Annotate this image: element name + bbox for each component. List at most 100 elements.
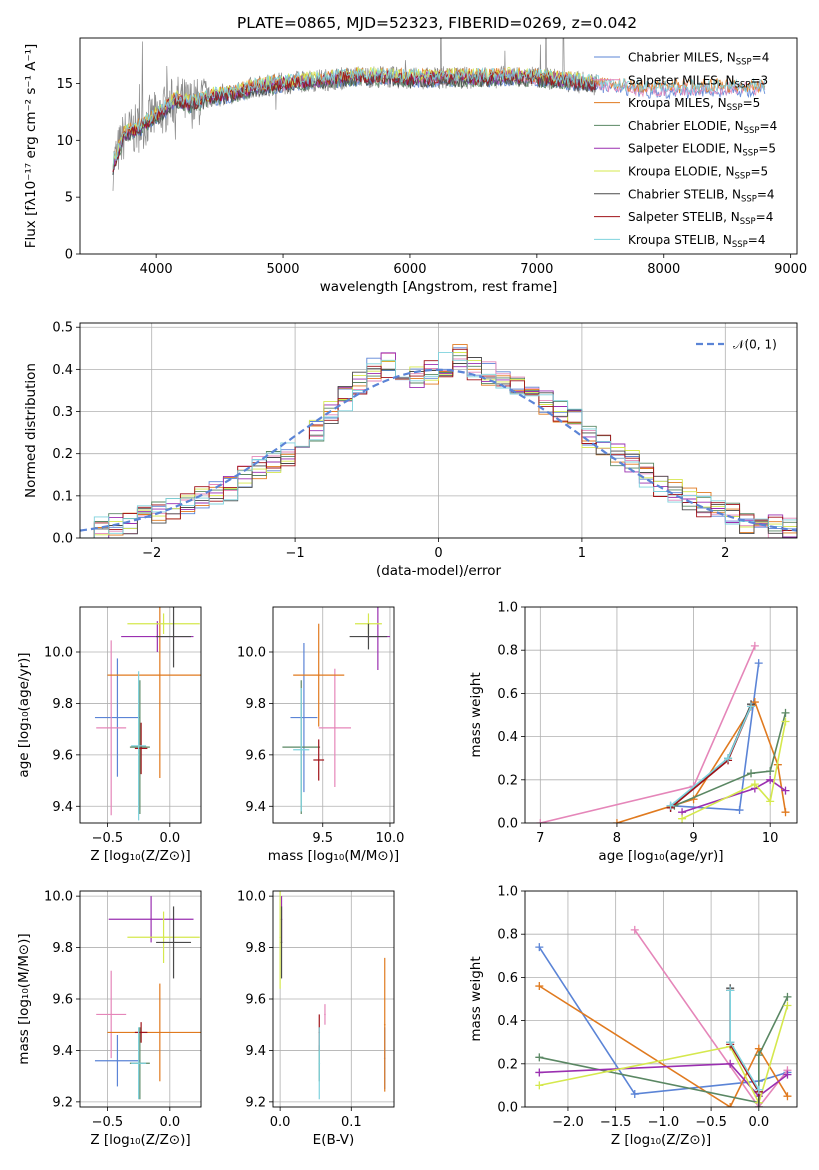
weight-marker-kroupa-elodie [678,814,687,823]
data-point-kroupa-stelib [300,748,303,751]
y-tick-label: 0.3 [52,405,73,420]
legend-subscript: SSP [744,126,760,136]
data-point-salpeter-miles [324,1013,326,1016]
axes-frame [79,37,798,255]
y-tick-label: 10.0 [44,646,73,661]
x-tick-label: 7 [536,831,544,846]
weight-marker-kroupa-elodie [781,717,790,726]
panel-age-vs-Z: −0.5 0.0 9.4 9.6 9.8 10.0 Z [log₁₀(Z/Z⊙)] age [… [16,606,202,864]
y-tick-label: 1.0 [497,885,518,900]
weight-marker-chabrier-elodie [783,992,792,1001]
weight-marker-chabrier-stelib [754,1103,763,1107]
data-point-chabrier-stelib [367,635,370,638]
y-tick-label: 1.0 [497,601,518,616]
axes-frame [272,890,395,1108]
y-tick-label: 9.4 [245,800,266,815]
data-point-chabrier-miles [303,716,305,719]
weight-marker-salpeter-elodie [535,1068,544,1077]
legend-subscript: SSP [735,172,751,182]
y-tick-label: 9.4 [245,1044,266,1059]
weight-marker-salpeter-miles [630,925,639,934]
axes-frame [524,606,798,824]
y-tick-label: 0.8 [497,928,518,943]
y-tick-label: 0.2 [52,447,73,462]
x-tick-label: 0.0 [270,1115,291,1130]
legend-subscript: SSP [741,194,757,204]
data-point-salpeter-elodie [150,918,152,921]
weight-line-chabrier-stelib [729,988,760,1107]
weight-marker-salpeter-miles [750,641,759,650]
x-tick-label: 9 [689,831,697,846]
x-tick-label: 10 [762,831,779,846]
x-tick-label: −1.5 [600,1115,632,1130]
legend-label-chabrier-stelib: Chabrier STELIB, NSSP=4 [628,187,775,204]
legend-label-kroupa-stelib: Kroupa STELIB, NSSP=4 [628,233,766,250]
panel-weight-vs-age: 7 8 9 10 0.0 0.2 0.4 0.6 0.8 1.0 age [log₁₀(age/yr… [468,601,798,864]
x-tick-label: 8000 [647,262,680,277]
data-point-salpeter-stelib [140,747,142,750]
normal-curve [80,368,797,532]
data-point-salpeter-miles [110,727,112,729]
axes-frame [524,890,798,1108]
y-tick-label: 5 [65,191,73,206]
y-tick-label: 9.6 [52,748,73,763]
y-tick-label: 0.2 [497,1057,518,1072]
legend-label-chabrier-elodie: Chabrier ELODIE, NSSP=4 [628,119,777,136]
plot-area [80,323,797,538]
legend-subscript: SSP [740,217,756,227]
axes-frame [79,322,798,539]
weight-line-kroupa-elodie [539,1005,789,1105]
weight-marker-chabrier-elodie [535,1053,544,1062]
legend-text: Chabrier STELIB, N [628,187,741,201]
legend-text: Salpeter MILES, N [628,73,735,87]
y-tick-label: 10 [56,134,73,149]
weight-marker-chabrier-miles [735,806,744,815]
data-point-chabrier-miles [116,716,119,719]
plot-area [112,38,766,191]
weight-marker-kroupa-stelib [726,986,735,995]
y-tick-label: 10.0 [237,890,266,905]
x-axis-label: Z [log₁₀(Z/Z⊙)] [611,1132,711,1148]
weight-marker-salpeter-elodie [726,1059,735,1068]
y-axis-label: mass [log₁₀(M/M⊙)] [16,933,32,1064]
x-axis-label: Z [log₁₀(Z/Z⊙)] [90,848,190,864]
legend-subscript: SSP [735,80,751,90]
legend-subscript: SSP [732,240,748,250]
panel-mass-vs-ebv: 0.0 0.1 9.2 9.4 9.6 9.8 10.0 E(B-V) [237,890,395,1148]
weight-marker-kroupa-stelib [754,1085,763,1094]
weight-line-kroupa-elodie [681,721,787,820]
model-spectrum-chabrier-stelib [112,71,597,176]
x-axis-label: wavelength [Angstrom, rest frame] [320,279,558,295]
y-tick-label: 9.6 [52,993,73,1008]
weight-marker-salpeter-elodie [781,786,790,795]
y-tick-label: 9.8 [245,941,266,956]
panel-mass-vs-Z: −0.5 0.0 9.2 9.4 9.6 9.8 10.0 Z [log₁₀(Z/Z⊙)] ma… [16,890,202,1148]
data-point-chabrier-stelib [280,941,283,944]
weight-marker-chabrier-elodie [766,767,775,776]
y-tick-label: 0.1 [52,489,73,504]
weight-marker-kroupa-elodie [766,797,775,806]
legend-text: Chabrier MILES, N [628,51,736,65]
weight-marker-kroupa-elodie [535,1081,544,1090]
y-tick-label: 0.0 [52,532,73,547]
y-tick-label: 10.0 [44,890,73,905]
x-tick-label: 5000 [266,262,299,277]
y-axis-label: Normed distribution [23,363,39,498]
legend-label-kroupa-miles: Kroupa MILES, NSSP=5 [628,96,760,113]
axes-frame [272,606,395,824]
y-axis-label: age [log₁₀(age/yr)] [16,652,32,777]
x-axis-label: (data-model)/error [376,563,502,579]
plot-area [273,891,394,1107]
legend-subscript: SSP [742,149,758,159]
data-point-kroupa-miles [317,674,320,676]
plot-area [525,607,797,823]
x-tick-label: −0.5 [92,1115,124,1130]
y-tick-label: 0.6 [497,971,518,986]
x-tick-label: 1 [578,546,586,561]
weight-marker-kroupa-miles [612,819,621,823]
x-tick-label: 8 [613,831,621,846]
x-tick-label: 0 [434,546,442,561]
legend-subscript: SSP [736,58,752,68]
legend-subscript: SSP [727,103,743,113]
x-tick-label: 10.0 [375,831,404,846]
